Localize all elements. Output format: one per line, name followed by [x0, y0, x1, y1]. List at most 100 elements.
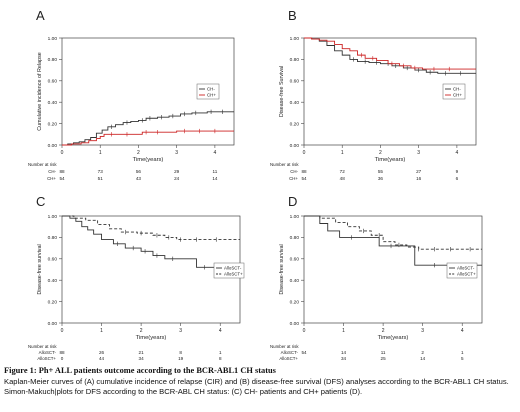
y-axis-label: Cumulative incidence of Relapse: [37, 52, 43, 131]
y-tick-label: 0.20: [48, 299, 58, 305]
risk-value: 9: [456, 169, 459, 174]
plot-frame: [303, 37, 477, 146]
risk-value: 25: [381, 356, 387, 361]
risk-table-title: Number at risk: [28, 162, 57, 167]
risk-table-title: Number at risk: [270, 344, 299, 349]
legend-label: AlloSCT-: [224, 266, 242, 271]
panel-letter: C: [36, 194, 45, 209]
risk-row-label: CH+: [289, 176, 298, 181]
risk-value: 51: [98, 176, 104, 181]
series-line-allosct-: [304, 215, 482, 250]
y-tick-label: 0.20: [48, 121, 58, 127]
panel-a: A 0.00 0.20 0.40 0.60 0.80 1.00 0 1 2 3 4 Time(years…: [28, 8, 235, 181]
y-tick-label: 0.60: [48, 257, 58, 263]
x-tick-label: 3: [417, 150, 420, 156]
risk-value: 88: [301, 169, 307, 174]
risk-value: 44: [99, 356, 105, 361]
risk-row-label: AlloSCT+: [37, 356, 56, 361]
series-line-ch-: [62, 111, 234, 146]
legend-label: CH-: [453, 87, 461, 92]
risk-row-label: CH-: [48, 169, 56, 174]
x-axis-label: Time(years): [375, 157, 406, 163]
x-axis-label: Time(years): [133, 157, 164, 163]
legend-box: [213, 262, 245, 279]
risk-value: 1: [219, 350, 222, 355]
legend-label: CH+: [453, 93, 462, 98]
caption-title: Figure 1: Ph+ ALL patients outcome accor…: [4, 366, 276, 375]
risk-value: 16: [416, 176, 422, 181]
risk-value: 72: [340, 169, 346, 174]
risk-value: 6: [456, 176, 459, 181]
risk-value: 0: [61, 356, 64, 361]
panel-letter: B: [288, 8, 297, 23]
y-axis-label: Disease-free survival: [279, 244, 285, 294]
plot-frame: [303, 215, 483, 324]
panel-letter: D: [288, 194, 297, 209]
risk-value: 5: [461, 356, 464, 361]
risk-value: 14: [212, 176, 218, 181]
y-tick-label: 0.80: [48, 235, 58, 241]
risk-row-label: AlloSCT-: [39, 350, 57, 355]
legend-label: CH-: [207, 87, 215, 92]
x-tick-label: 1: [99, 150, 102, 156]
series-line-ch-: [62, 130, 234, 146]
x-tick-label: 1: [100, 328, 103, 334]
x-tick-label: 4: [455, 150, 458, 156]
y-tick-label: 0.20: [290, 299, 300, 305]
legend-label: AlloSCT+: [457, 272, 476, 277]
y-tick-label: 0.00: [290, 143, 300, 149]
x-axis-label: Time(years): [136, 335, 167, 341]
risk-value: 34: [139, 356, 145, 361]
y-tick-label: 0.00: [48, 321, 58, 327]
series-line-ch-: [304, 37, 476, 74]
y-tick-label: 0.40: [290, 278, 300, 284]
risk-value: 54: [301, 350, 307, 355]
plot-frame: [61, 37, 235, 146]
panel-letter: A: [36, 8, 45, 23]
risk-value: 43: [136, 176, 142, 181]
risk-value: 29: [174, 169, 180, 174]
y-tick-label: 1.00: [290, 36, 300, 42]
risk-value: 55: [378, 169, 384, 174]
x-tick-label: 4: [219, 328, 222, 334]
x-tick-label: 2: [382, 328, 385, 334]
risk-value: 14: [341, 350, 347, 355]
y-tick-label: 0.80: [48, 57, 58, 63]
x-tick-label: 3: [175, 150, 178, 156]
risk-value: 11: [381, 350, 386, 355]
risk-value: 8: [179, 350, 182, 355]
y-tick-label: 0.80: [290, 57, 300, 63]
y-tick-label: 1.00: [290, 214, 300, 220]
x-tick-label: 0: [303, 328, 306, 334]
risk-value: 88: [59, 350, 65, 355]
risk-value: 34: [341, 356, 347, 361]
y-tick-label: 1.00: [48, 214, 58, 220]
series-line-allosct-: [62, 215, 240, 240]
risk-value: 54: [301, 176, 307, 181]
x-tick-label: 4: [213, 150, 216, 156]
risk-value: 14: [420, 356, 426, 361]
y-tick-label: 0.80: [290, 235, 300, 241]
risk-table-title: Number at risk: [28, 344, 57, 349]
risk-value: 54: [59, 176, 65, 181]
x-tick-label: 4: [461, 328, 464, 334]
y-tick-label: 0.40: [48, 100, 58, 106]
x-tick-label: 0: [61, 328, 64, 334]
y-tick-label: 0.00: [290, 321, 300, 327]
risk-value: 56: [136, 169, 142, 174]
x-tick-label: 1: [342, 328, 345, 334]
legend-box: [446, 262, 478, 279]
risk-value: 8: [219, 356, 222, 361]
y-tick-label: 0.40: [290, 100, 300, 106]
y-tick-label: 0.60: [48, 79, 58, 85]
y-tick-label: 1.00: [48, 36, 58, 42]
risk-row-label: CH-: [290, 169, 298, 174]
risk-value: 48: [340, 176, 346, 181]
caption-body: Kaplan-Meier curves of (A) cumulative in…: [4, 376, 509, 397]
series-line-ch-: [304, 37, 476, 70]
risk-value: 73: [98, 169, 104, 174]
risk-row-label: CH+: [47, 176, 56, 181]
x-tick-label: 2: [137, 150, 140, 156]
y-tick-label: 0.60: [290, 257, 300, 263]
